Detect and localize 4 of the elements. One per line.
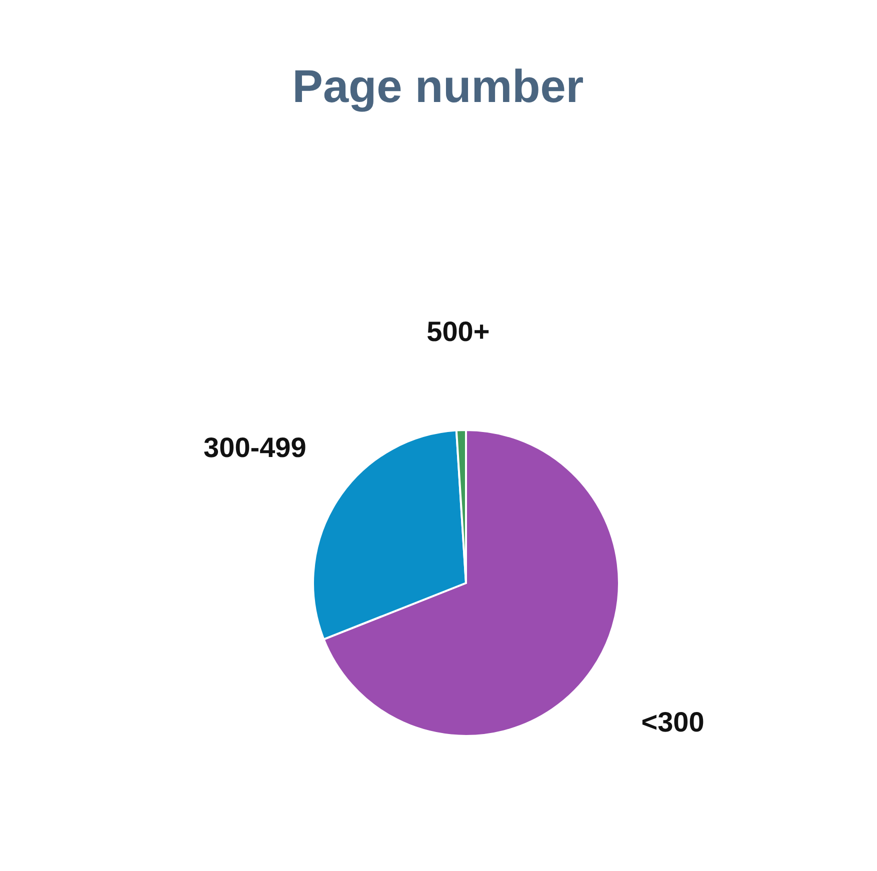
- slice-label: 300-499: [204, 432, 306, 464]
- slice-label: 500+: [426, 316, 490, 348]
- slice-label: <300: [641, 706, 704, 738]
- chart-title: Page number: [292, 60, 584, 112]
